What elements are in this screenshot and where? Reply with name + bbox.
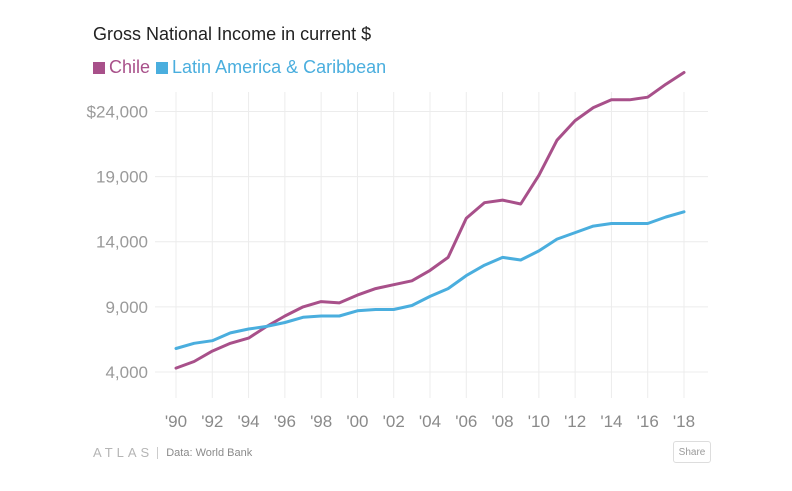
y-tick-label: 19,000 — [96, 168, 148, 187]
x-tick-label: '90 — [165, 412, 187, 431]
share-button[interactable]: Share — [673, 441, 711, 463]
x-tick-label: '96 — [274, 412, 296, 431]
grid-lines — [155, 92, 708, 398]
x-axis-tick-labels: '90 '92 '94 '96 '98 '00 '02 '04 '06 '08 '10 '12 '14 '… — [165, 412, 695, 431]
y-axis-tick-labels: 4,000 9,000 14,000 19,000 $24,000 — [87, 103, 148, 382]
x-tick-label: '10 — [528, 412, 550, 431]
x-tick-label: '12 — [564, 412, 586, 431]
series-line-chile — [174, 71, 686, 370]
x-tick-label: '92 — [201, 412, 223, 431]
y-tick-label: 9,000 — [105, 298, 148, 317]
x-tick-label: '14 — [600, 412, 622, 431]
x-tick-label: '00 — [346, 412, 368, 431]
chart-legend: Chile Latin America & Caribbean — [93, 57, 392, 78]
legend-label-latin-america: Latin America & Caribbean — [172, 57, 387, 77]
legend-swatch-chile — [93, 61, 105, 74]
y-tick-label: 14,000 — [96, 233, 148, 252]
x-tick-label: '98 — [310, 412, 332, 431]
y-tick-label: $24,000 — [87, 103, 148, 122]
x-tick-label: '08 — [491, 412, 513, 431]
series-line-latin-america — [174, 210, 686, 350]
x-tick-label: '02 — [383, 412, 405, 431]
x-tick-label: '16 — [637, 412, 659, 431]
x-tick-label: '94 — [237, 412, 259, 431]
legend-item-latin-america: Latin America & Caribbean — [156, 57, 386, 78]
footer-divider — [157, 446, 159, 459]
legend-item-chile: Chile — [93, 57, 150, 78]
data-source: Data: World Bank — [166, 446, 253, 459]
y-tick-label: 4,000 — [105, 363, 148, 382]
chart-title: Gross National Income in current $ — [93, 24, 372, 44]
series-lines — [174, 71, 686, 370]
x-tick-label: '18 — [673, 412, 695, 431]
x-tick-label: '06 — [455, 412, 477, 431]
chart-footer: ATLAS Data: World Bank — [93, 445, 252, 460]
brand-logo: ATLAS — [93, 445, 154, 460]
x-tick-label: '04 — [419, 412, 441, 431]
legend-swatch-latin-america — [156, 61, 169, 74]
legend-label-chile: Chile — [109, 57, 151, 77]
